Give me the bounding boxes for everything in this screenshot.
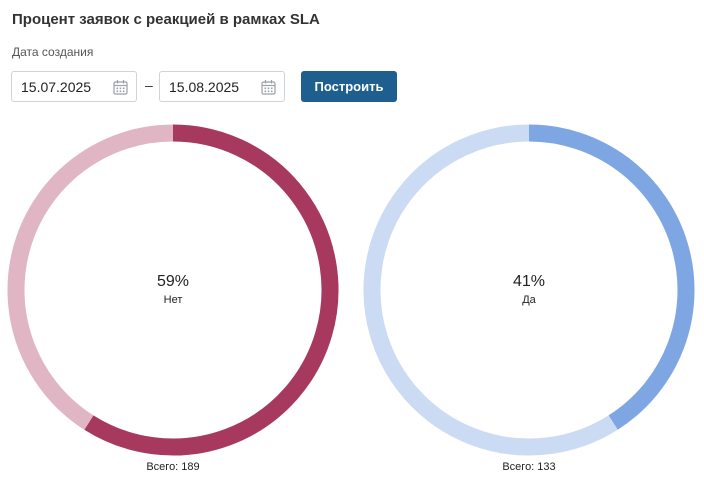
- donut-chart-yes: 41% Да Всего: 133: [363, 124, 695, 480]
- center-percent: 59%: [156, 273, 190, 290]
- total-count: Всего: 189: [146, 461, 200, 473]
- center-percent: 41%: [512, 273, 546, 290]
- date-to-value: 15.08.2025: [169, 79, 240, 95]
- donut-segment-main[interactable]: [84, 124, 339, 456]
- date-from-value: 15.07.2025: [21, 79, 92, 95]
- donut-svg: [363, 124, 695, 456]
- page-title: Процент заявок с реакцией в рамках SLA: [12, 11, 320, 28]
- total-count: Всего: 133: [502, 461, 556, 473]
- calendar-icon[interactable]: [113, 79, 128, 95]
- date-to-field[interactable]: 15.08.2025: [159, 71, 285, 102]
- donut-segment-rest[interactable]: [7, 124, 174, 430]
- date-from-field[interactable]: 15.07.2025: [11, 71, 137, 102]
- donut-segment-main[interactable]: [528, 124, 695, 430]
- date-range-separator: –: [145, 77, 153, 93]
- calendar-icon[interactable]: [261, 79, 276, 95]
- donut-segment-rest[interactable]: [363, 124, 618, 456]
- date-filter-label: Дата создания: [12, 45, 94, 59]
- donut-chart-no: 59% Нет Всего: 189: [7, 124, 339, 480]
- center-label: Нет: [163, 294, 183, 306]
- center-label: Да: [522, 294, 536, 306]
- donut-svg: [7, 124, 339, 456]
- build-button[interactable]: Построить: [301, 71, 397, 102]
